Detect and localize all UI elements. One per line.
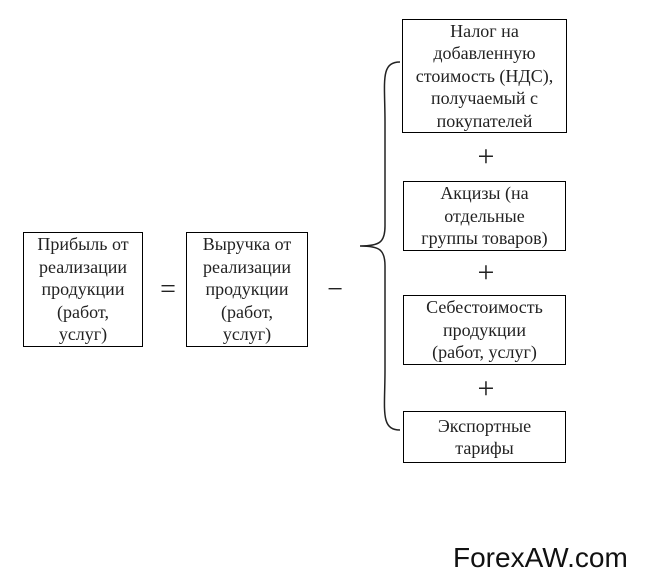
plus-operator-1: + xyxy=(471,142,501,172)
grouping-brace xyxy=(355,62,400,430)
box-cost: Себестоимостьпродукции(работ, услуг) xyxy=(403,295,566,365)
box-profit-label: Прибыль отреализациипродукции(работ,услу… xyxy=(37,233,128,346)
box-export-label: Экспортныетарифы xyxy=(438,415,531,460)
plus-operator-2: + xyxy=(471,258,501,288)
box-revenue: Выручка отреализациипродукции(работ,услу… xyxy=(186,232,308,347)
box-vat: Налог надобавленнуюстоимость (НДС),получ… xyxy=(402,19,567,133)
box-excise: Акцизы (наотдельныегруппы товаров) xyxy=(403,181,566,251)
box-export: Экспортныетарифы xyxy=(403,411,566,463)
equals-operator: = xyxy=(156,275,180,305)
box-vat-label: Налог надобавленнуюстоимость (НДС),получ… xyxy=(416,20,553,133)
box-excise-label: Акцизы (наотдельныегруппы товаров) xyxy=(421,182,547,250)
plus-operator-3: + xyxy=(471,374,501,404)
box-revenue-label: Выручка отреализациипродукции(работ,услу… xyxy=(203,233,292,346)
box-cost-label: Себестоимостьпродукции(работ, услуг) xyxy=(426,296,543,364)
watermark-text: ForexAW.com xyxy=(453,542,628,574)
box-profit: Прибыль отреализациипродукции(работ,услу… xyxy=(23,232,143,347)
minus-operator: − xyxy=(323,275,347,305)
